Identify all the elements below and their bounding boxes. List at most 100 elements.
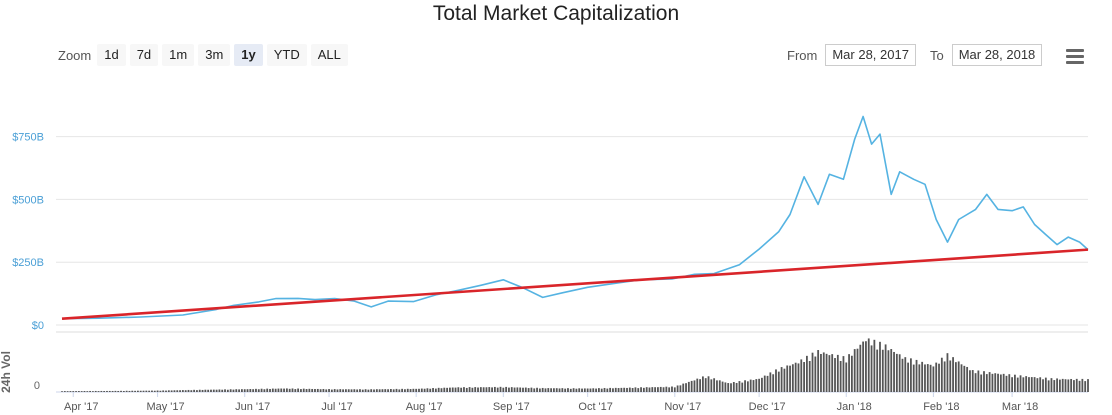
volume-bar — [943, 361, 946, 392]
volume-bar — [342, 389, 344, 392]
volume-bar — [628, 387, 631, 392]
volume-bar — [406, 388, 409, 392]
volume-bar — [1081, 378, 1084, 392]
volume-bar — [865, 341, 867, 392]
volume-bar — [356, 389, 359, 392]
volume-bar — [465, 387, 468, 392]
volume-bar — [954, 362, 957, 392]
zoom-all-button[interactable]: ALL — [310, 44, 348, 66]
volume-bar — [828, 355, 831, 392]
volume-bar — [530, 387, 533, 392]
volume-axis-label: 24h Vol — [0, 351, 13, 393]
y-tick-label: $250B — [12, 257, 44, 269]
volume-bar — [274, 388, 277, 392]
chart-menu-icon[interactable] — [1066, 49, 1084, 65]
volume-bar — [940, 357, 943, 392]
volume-bar — [662, 387, 665, 392]
volume-bar — [86, 391, 89, 392]
zoom-1d-button[interactable]: 1d — [97, 44, 126, 66]
volume-bar — [345, 389, 347, 392]
volume-bar — [505, 386, 508, 392]
volume-bar — [120, 390, 122, 392]
volume-bar — [952, 357, 954, 392]
volume-bar — [1016, 377, 1019, 392]
volume-bar — [935, 362, 938, 392]
volume-bar — [1030, 377, 1033, 392]
volume-bar — [69, 391, 72, 392]
volume-bar — [373, 389, 375, 392]
volume-bar — [895, 353, 898, 392]
volume-bar — [668, 387, 671, 392]
zoom-7d-button[interactable]: 7d — [129, 44, 159, 66]
volume-bar — [314, 388, 316, 392]
volume-bar — [418, 388, 420, 392]
volume-bar — [690, 380, 693, 392]
volume-bar — [654, 387, 657, 392]
volume-bar — [752, 380, 755, 392]
volume-bar — [508, 387, 510, 392]
volume-bar — [839, 360, 842, 392]
volume-bar — [353, 389, 356, 392]
volume-bar — [319, 389, 322, 392]
volume-bar — [718, 380, 721, 392]
volume-bar — [850, 355, 853, 392]
from-date-input[interactable]: Mar 28, 2017 — [825, 44, 916, 66]
volume-bar — [241, 389, 243, 392]
volume-bar — [974, 373, 977, 392]
volume-bar — [831, 354, 834, 392]
volume-bar — [991, 373, 994, 392]
volume-bar — [300, 389, 302, 392]
volume-bar — [657, 387, 659, 392]
zoom-ytd-button[interactable]: YTD — [266, 44, 307, 66]
volume-bar — [451, 387, 454, 392]
volume-bar — [215, 389, 218, 392]
volume-bar — [710, 379, 713, 392]
volume-bar — [586, 388, 589, 392]
volume-bar — [297, 388, 300, 392]
volume-bar — [553, 388, 555, 392]
volume-bar — [190, 390, 193, 392]
volume-bar — [212, 389, 215, 392]
volume-bar — [375, 389, 378, 392]
volume-bar — [496, 387, 499, 392]
volume-bar — [108, 390, 111, 392]
volume-bar — [333, 389, 336, 392]
volume-bar — [1078, 380, 1081, 392]
volume-bar — [1019, 375, 1022, 392]
zoom-1y-button[interactable]: 1y — [234, 44, 263, 66]
volume-bar — [822, 352, 825, 392]
volume-bar — [761, 377, 763, 392]
volume-bar — [910, 358, 912, 392]
volume-bar — [350, 389, 353, 392]
volume-bar — [77, 391, 80, 392]
volume-bar — [224, 389, 226, 392]
volume-bar — [583, 388, 586, 392]
volume-bar — [325, 389, 328, 392]
volume-bar — [716, 380, 718, 392]
volume-bar — [75, 391, 77, 392]
volume-bar — [131, 390, 134, 392]
volume-bar — [845, 362, 848, 392]
volume-bar — [454, 387, 457, 392]
volume-bar — [229, 389, 232, 392]
volume-bar — [794, 362, 797, 392]
volume-bar — [204, 389, 207, 392]
x-tick-label: Jul '17 — [321, 401, 352, 413]
volume-bar — [328, 389, 330, 392]
zoom-1m-button[interactable]: 1m — [162, 44, 195, 66]
y-tick-label: $0 — [32, 320, 44, 332]
volume-bar — [516, 387, 519, 392]
volume-bar — [499, 386, 502, 392]
volume-bar — [288, 388, 291, 392]
volume-bar — [1050, 378, 1053, 392]
volume-bar — [766, 375, 769, 392]
to-date-input[interactable]: Mar 28, 2018 — [951, 44, 1043, 66]
volume-bar — [746, 381, 749, 392]
volume-bar — [114, 390, 117, 392]
zoom-3m-button[interactable]: 3m — [198, 44, 231, 66]
volume-bar — [558, 388, 561, 392]
volume-bar — [640, 387, 642, 392]
volume-bar — [89, 390, 92, 392]
volume-bar — [330, 389, 333, 392]
volume-bar — [460, 387, 463, 392]
